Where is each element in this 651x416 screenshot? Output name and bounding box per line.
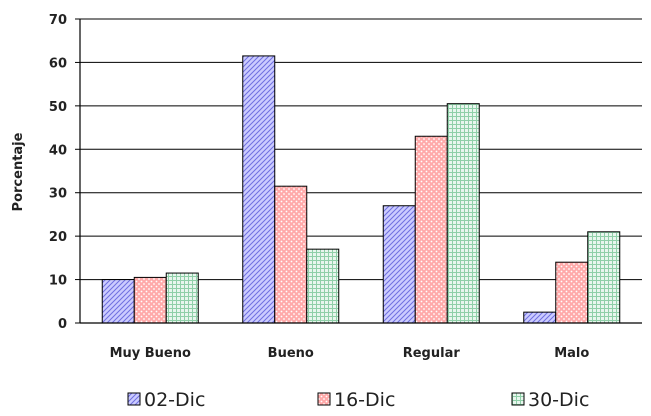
bar-02-Dic-muy-bueno [101,279,135,324]
y-tick-label: 30 [49,187,67,202]
legend-label: 30-Dic [528,389,589,411]
legend-swatch [127,392,141,406]
legend-swatch [511,392,525,406]
bar-30-Dic-malo [587,231,621,324]
x-category-label: Malo [554,346,589,361]
x-category-label: Muy Bueno [110,346,191,361]
legend: 02-Dic 16-Dic 30-Dic [127,389,589,411]
legend-label: 16-Dic [334,389,395,411]
y-tick-label: 50 [49,100,67,115]
bar-16-Dic-bueno [274,185,308,324]
y-tick-labels: 0 10 20 30 40 50 60 70 [49,13,67,332]
x-category-label: Bueno [268,346,314,361]
bar-02-Dic-malo [523,311,557,324]
axes [79,19,642,324]
bars [101,55,621,324]
bar-16-Dic-regular [414,135,448,324]
y-tick-label: 0 [58,317,67,332]
y-tick-label: 70 [49,13,67,28]
legend-swatch [317,392,331,406]
bar-02-Dic-bueno [242,55,276,324]
y-axis-label: Porcentaje [11,132,26,211]
bar-16-Dic-malo [555,261,589,324]
y-tick-label: 20 [49,230,67,245]
x-category-labels: Muy Bueno Bueno Regular Malo [110,346,590,361]
bar-02-Dic-regular [382,205,416,324]
y-tick-label: 60 [49,56,67,71]
y-tick-label: 10 [49,274,67,289]
bar-30-Dic-muy-bueno [165,272,199,324]
bar-16-Dic-muy-bueno [133,276,167,324]
bar-30-Dic-regular [446,103,480,324]
bar-30-Dic-bueno [306,248,340,324]
x-category-label: Regular [403,346,461,361]
legend-label: 02-Dic [144,389,205,411]
y-tick-label: 40 [49,143,67,158]
